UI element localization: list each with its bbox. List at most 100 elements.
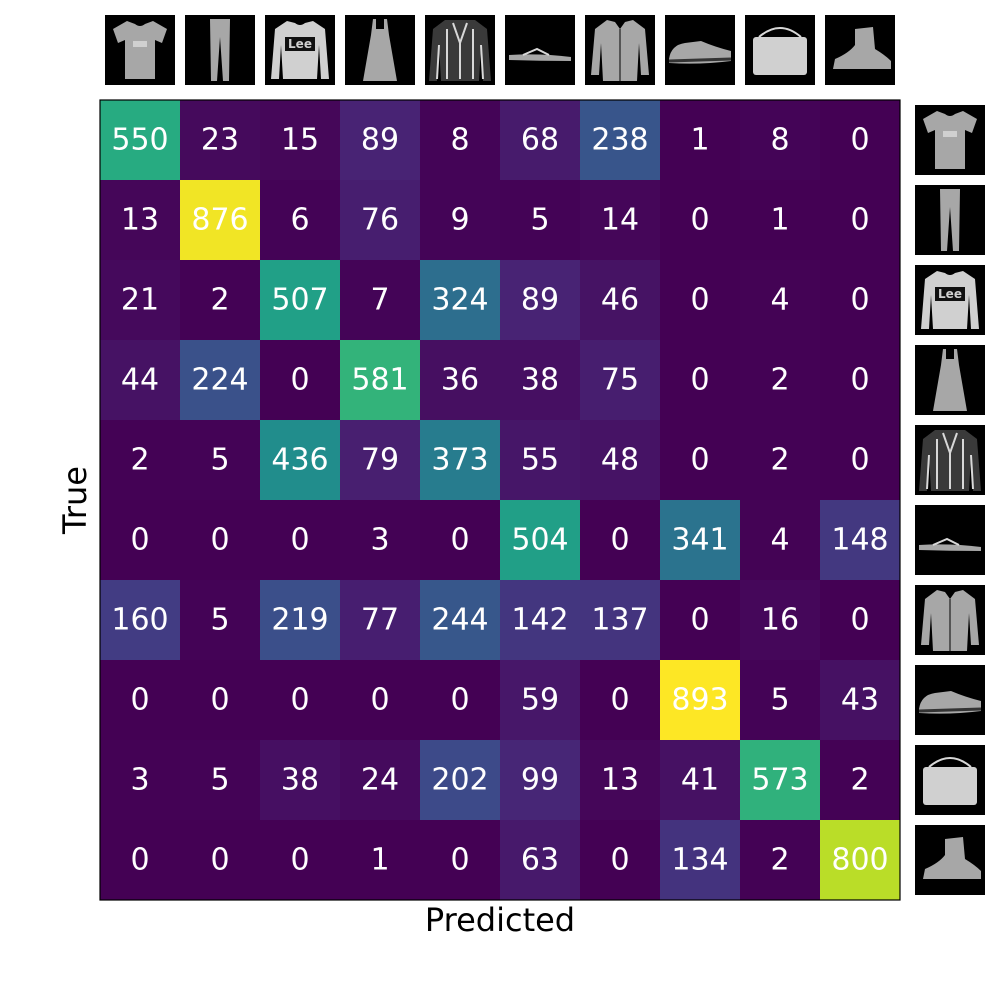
heatmap-cell-r0-c8 — [740, 100, 820, 180]
cell-value-r8-c8: 573 — [751, 763, 808, 798]
cell-value-r7-c5: 59 — [521, 683, 559, 718]
heatmap-cell-r2-c2 — [260, 260, 340, 340]
cell-value-r9-c3: 1 — [370, 843, 389, 878]
cell-value-r2-c4: 324 — [431, 283, 488, 318]
row-dress-icon — [915, 345, 985, 415]
row-sandal-icon — [914, 504, 986, 576]
cell-value-r9-c1: 0 — [210, 843, 229, 878]
heatmap-cell-r0-c7 — [660, 100, 740, 180]
heatmap-cell-r1-c2 — [260, 180, 340, 260]
row-coat-icon — [914, 424, 986, 496]
cell-value-r9-c6: 0 — [610, 843, 629, 878]
cell-value-r9-c7: 134 — [671, 843, 728, 878]
heatmap-cell-r0-c4 — [420, 100, 500, 180]
cell-value-r4-c8: 2 — [770, 443, 789, 478]
cell-value-r3-c5: 38 — [521, 363, 559, 398]
cell-value-r2-c8: 4 — [770, 283, 789, 318]
heatmap-cell-r8-c2 — [260, 740, 340, 820]
column-ankle-boot-icon — [825, 15, 895, 85]
cell-value-r0-c6: 238 — [591, 123, 648, 158]
heatmap-cell-r7-c4 — [420, 660, 500, 740]
cell-value-r0-c0: 550 — [111, 123, 168, 158]
heatmap-cell-r4-c1 — [180, 420, 260, 500]
cell-value-r9-c2: 0 — [290, 843, 309, 878]
cell-value-r9-c9: 800 — [831, 843, 888, 878]
cell-value-r2-c7: 0 — [690, 283, 709, 318]
cell-value-r3-c6: 75 — [601, 363, 639, 398]
heatmap-cell-r5-c8 — [740, 500, 820, 580]
heatmap-cell-r8-c9 — [820, 740, 900, 820]
heatmap-cell-r1-c3 — [340, 180, 420, 260]
column-tshirt-icon — [105, 15, 175, 85]
cell-value-r5-c9: 148 — [831, 523, 888, 558]
cell-value-r6-c1: 5 — [210, 603, 229, 638]
heatmap-cell-r3-c9 — [820, 340, 900, 420]
heatmap-cell-r3-c1 — [180, 340, 260, 420]
cell-value-r1-c6: 14 — [601, 203, 639, 238]
column-sneaker-icon — [663, 13, 737, 87]
cell-value-r3-c0: 44 — [121, 363, 159, 398]
heatmap-cell-r2-c0 — [100, 260, 180, 340]
heatmap-cell-r5-c7 — [660, 500, 740, 580]
cell-value-r0-c1: 23 — [201, 123, 239, 158]
cell-value-r0-c8: 8 — [770, 123, 789, 158]
plot-frame — [99, 99, 901, 901]
cell-value-r2-c3: 7 — [370, 283, 389, 318]
heatmap-cell-r1-c1 — [180, 180, 260, 260]
heatmap-cell-r1-c5 — [500, 180, 580, 260]
column-coat-icon — [424, 14, 496, 86]
heatmap-cell-r1-c9 — [820, 180, 900, 260]
column-dress-icon — [345, 15, 415, 85]
cell-value-r5-c3: 3 — [370, 523, 389, 558]
cell-value-r2-c0: 21 — [121, 283, 159, 318]
cell-value-r3-c2: 0 — [290, 363, 309, 398]
cell-value-r4-c6: 48 — [601, 443, 639, 478]
row-tshirt-icon — [915, 105, 985, 175]
heatmap-cell-r6-c6 — [580, 580, 660, 660]
cell-value-r4-c1: 5 — [210, 443, 229, 478]
cell-value-r5-c6: 0 — [610, 523, 629, 558]
heatmap-cell-r4-c8 — [740, 420, 820, 500]
cell-value-r5-c1: 0 — [210, 523, 229, 558]
cell-value-r7-c1: 0 — [210, 683, 229, 718]
heatmap-cell-r2-c4 — [420, 260, 500, 340]
heatmap-cell-r5-c1 — [180, 500, 260, 580]
heatmap-cell-r1-c8 — [740, 180, 820, 260]
cell-value-r1-c4: 9 — [450, 203, 469, 238]
cell-value-r6-c6: 137 — [591, 603, 648, 638]
cell-value-r7-c0: 0 — [130, 683, 149, 718]
row-ankle-boot-icon — [915, 825, 985, 895]
cell-value-r5-c0: 0 — [130, 523, 149, 558]
cell-value-r8-c5: 99 — [521, 763, 559, 798]
heatmap-cell-r0-c1 — [180, 100, 260, 180]
y-axis-label: True — [56, 466, 94, 535]
cell-value-r2-c5: 89 — [521, 283, 559, 318]
cell-value-r9-c8: 2 — [770, 843, 789, 878]
heatmap-cell-r8-c4 — [420, 740, 500, 820]
cell-value-r2-c2: 507 — [271, 283, 328, 318]
heatmap-cell-r5-c4 — [420, 500, 500, 580]
cell-value-r7-c2: 0 — [290, 683, 309, 718]
heatmap-cell-r3-c8 — [740, 340, 820, 420]
heatmap-cell-r3-c0 — [100, 340, 180, 420]
cell-value-r1-c9: 0 — [850, 203, 869, 238]
cell-value-r9-c0: 0 — [130, 843, 149, 878]
heatmap-cell-r6-c3 — [340, 580, 420, 660]
cell-value-r1-c5: 5 — [530, 203, 549, 238]
column-pullover-icon — [265, 15, 335, 85]
cell-value-r1-c7: 0 — [690, 203, 709, 238]
cell-value-r7-c3: 0 — [370, 683, 389, 718]
heatmap-cell-r3-c7 — [660, 340, 740, 420]
cell-value-r6-c2: 219 — [271, 603, 328, 638]
heatmap-cell-r6-c4 — [420, 580, 500, 660]
cell-value-r3-c9: 0 — [850, 363, 869, 398]
heatmap-cell-r2-c7 — [660, 260, 740, 340]
cell-value-r2-c6: 46 — [601, 283, 639, 318]
column-trouser-icon — [185, 15, 255, 85]
cell-value-r3-c8: 2 — [770, 363, 789, 398]
cell-value-r4-c0: 2 — [130, 443, 149, 478]
cell-value-r8-c1: 5 — [210, 763, 229, 798]
heatmap-cell-r6-c9 — [820, 580, 900, 660]
heatmap-cell-r2-c8 — [740, 260, 820, 340]
heatmap-cell-r6-c1 — [180, 580, 260, 660]
